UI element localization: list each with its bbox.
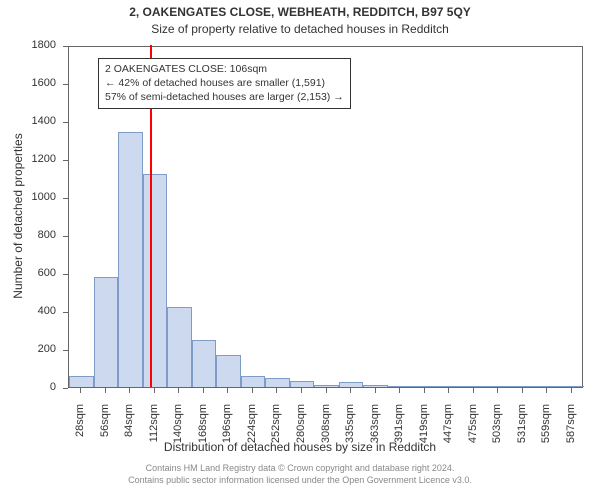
x-tick-mark — [571, 388, 572, 393]
x-tick-mark — [375, 388, 376, 393]
x-tick-label: 28sqm — [74, 404, 86, 454]
x-tick-mark — [252, 388, 253, 393]
x-tick-mark — [276, 388, 277, 393]
histogram-bar — [339, 382, 364, 387]
x-tick-label: 280sqm — [295, 404, 307, 454]
x-tick-label: 447sqm — [442, 404, 454, 454]
y-tick-mark — [63, 84, 68, 85]
histogram-bar — [363, 385, 388, 387]
x-tick-label: 475sqm — [467, 404, 479, 454]
histogram-bar — [118, 132, 143, 387]
y-tick-mark — [63, 388, 68, 389]
histogram-bar — [167, 307, 192, 387]
y-tick-mark — [63, 46, 68, 47]
x-tick-label: 56sqm — [99, 404, 111, 454]
histogram-bar — [69, 376, 94, 387]
y-tick-mark — [63, 198, 68, 199]
histogram-bar — [388, 386, 413, 387]
histogram-bar — [461, 386, 486, 387]
x-tick-label: 140sqm — [172, 404, 184, 454]
y-tick-mark — [63, 160, 68, 161]
annotation-line3: 57% of semi-detached houses are larger (… — [105, 90, 344, 104]
x-tick-mark — [326, 388, 327, 393]
x-tick-label: 419sqm — [418, 404, 430, 454]
y-tick-mark — [63, 236, 68, 237]
y-tick-label: 0 — [0, 381, 56, 393]
annotation-line1: 2 OAKENGATES CLOSE: 106sqm — [105, 62, 344, 76]
annotation-line2: ← 42% of detached houses are smaller (1,… — [105, 76, 344, 90]
x-tick-mark — [154, 388, 155, 393]
x-tick-label: 391sqm — [393, 404, 405, 454]
x-tick-label: 252sqm — [270, 404, 282, 454]
y-tick-label: 1800 — [0, 39, 56, 51]
x-tick-mark — [473, 388, 474, 393]
x-tick-mark — [301, 388, 302, 393]
histogram-bar — [241, 376, 266, 387]
y-tick-mark — [63, 312, 68, 313]
histogram-bar — [510, 386, 535, 387]
chart-subtitle: Size of property relative to detached ho… — [0, 22, 600, 36]
y-tick-label: 400 — [0, 305, 56, 317]
y-tick-label: 200 — [0, 343, 56, 355]
x-tick-mark — [203, 388, 204, 393]
y-tick-label: 600 — [0, 267, 56, 279]
y-tick-mark — [63, 274, 68, 275]
x-tick-mark — [497, 388, 498, 393]
x-tick-label: 84sqm — [123, 404, 135, 454]
annotation-box: 2 OAKENGATES CLOSE: 106sqm ← 42% of deta… — [98, 58, 351, 109]
histogram-bar — [412, 386, 437, 387]
x-tick-mark — [546, 388, 547, 393]
x-tick-mark — [448, 388, 449, 393]
y-tick-mark — [63, 122, 68, 123]
x-tick-mark — [105, 388, 106, 393]
y-tick-label: 1200 — [0, 153, 56, 165]
x-tick-label: 335sqm — [344, 404, 356, 454]
footer-line1: Contains HM Land Registry data © Crown c… — [0, 463, 600, 475]
histogram-bar — [290, 381, 315, 387]
x-tick-label: 168sqm — [197, 404, 209, 454]
histogram-bar — [216, 355, 241, 387]
x-tick-label: 503sqm — [491, 404, 503, 454]
histogram-bar — [437, 386, 462, 387]
histogram-bar — [143, 174, 168, 387]
x-tick-mark — [227, 388, 228, 393]
histogram-bar — [265, 378, 290, 388]
x-tick-label: 308sqm — [320, 404, 332, 454]
x-tick-label: 531sqm — [516, 404, 528, 454]
footer-line2: Contains public sector information licen… — [0, 475, 600, 487]
x-tick-mark — [178, 388, 179, 393]
x-tick-label: 196sqm — [221, 404, 233, 454]
histogram-bar — [486, 386, 511, 387]
x-tick-label: 587sqm — [565, 404, 577, 454]
y-tick-label: 1600 — [0, 77, 56, 89]
y-tick-label: 800 — [0, 229, 56, 241]
x-tick-mark — [522, 388, 523, 393]
x-tick-label: 363sqm — [369, 404, 381, 454]
histogram-bar — [559, 386, 584, 387]
footer-text: Contains HM Land Registry data © Crown c… — [0, 463, 600, 486]
y-tick-label: 1400 — [0, 115, 56, 127]
histogram-bar — [192, 340, 217, 388]
chart-container: 2, OAKENGATES CLOSE, WEBHEATH, REDDITCH,… — [0, 0, 600, 500]
histogram-bar — [535, 386, 560, 387]
x-tick-mark — [399, 388, 400, 393]
x-tick-mark — [424, 388, 425, 393]
x-tick-label: 559sqm — [540, 404, 552, 454]
x-tick-label: 112sqm — [148, 404, 160, 454]
x-tick-mark — [80, 388, 81, 393]
histogram-bar — [314, 385, 339, 387]
y-tick-label: 1000 — [0, 191, 56, 203]
y-tick-mark — [63, 350, 68, 351]
chart-title: 2, OAKENGATES CLOSE, WEBHEATH, REDDITCH,… — [0, 5, 600, 19]
histogram-bar — [94, 277, 119, 387]
x-tick-mark — [129, 388, 130, 393]
x-tick-label: 224sqm — [246, 404, 258, 454]
x-tick-mark — [350, 388, 351, 393]
